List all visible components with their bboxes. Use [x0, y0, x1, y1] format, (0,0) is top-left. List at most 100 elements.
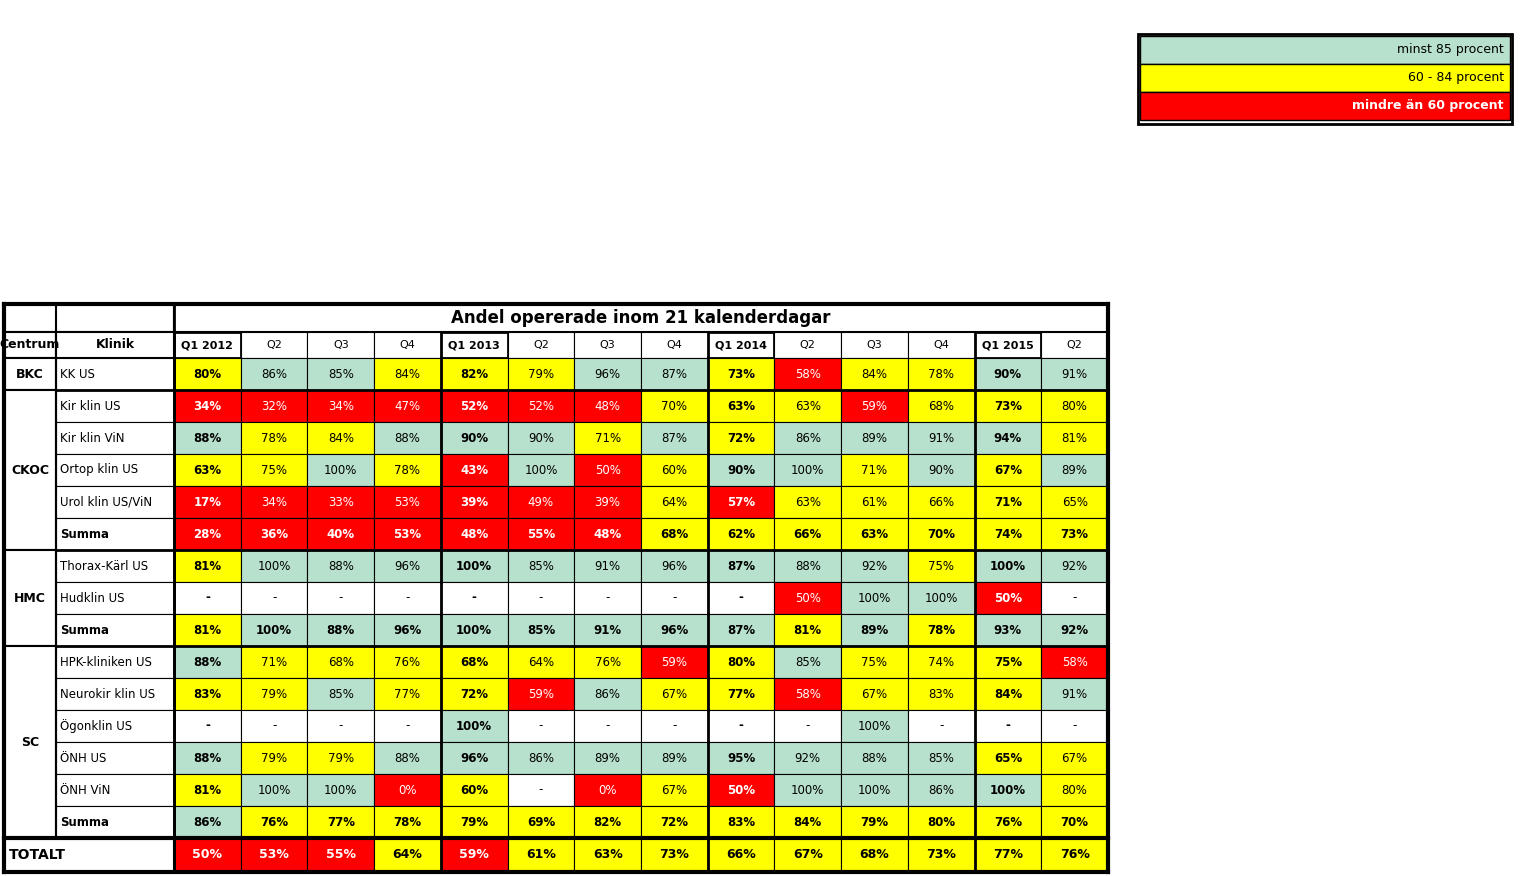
Text: -: - — [606, 591, 611, 604]
Text: Q2: Q2 — [1066, 340, 1083, 350]
Bar — [508, 390, 574, 422]
Bar — [1042, 454, 1108, 486]
Bar — [707, 332, 775, 358]
Bar — [508, 358, 574, 390]
Text: 87%: 87% — [661, 368, 687, 380]
Text: 0%: 0% — [598, 783, 617, 796]
Text: 53%: 53% — [259, 849, 288, 861]
Bar — [974, 774, 1042, 806]
Text: 57%: 57% — [727, 496, 755, 508]
Bar — [641, 614, 707, 646]
Text: 67%: 67% — [661, 783, 687, 796]
Text: KK US: KK US — [60, 368, 95, 380]
Bar — [173, 454, 241, 486]
Bar — [508, 454, 574, 486]
Text: 40%: 40% — [327, 527, 354, 540]
Text: 73%: 73% — [1060, 527, 1089, 540]
Text: 79%: 79% — [328, 752, 354, 765]
Text: -: - — [672, 719, 676, 732]
Bar — [440, 646, 508, 678]
Bar — [307, 742, 374, 774]
Text: 70%: 70% — [927, 527, 956, 540]
Text: 49%: 49% — [528, 496, 554, 508]
Text: Summa: Summa — [60, 816, 109, 829]
Bar — [57, 422, 173, 454]
Bar — [374, 774, 440, 806]
Bar — [641, 358, 707, 390]
Bar — [775, 486, 841, 518]
Bar — [57, 358, 173, 390]
Bar — [841, 742, 908, 774]
Bar — [440, 710, 508, 742]
Text: Ortop klin US: Ortop klin US — [60, 463, 138, 477]
Text: 48%: 48% — [594, 527, 621, 540]
Text: 48%: 48% — [460, 527, 488, 540]
Text: 86%: 86% — [795, 432, 821, 444]
Bar — [707, 518, 775, 550]
Bar — [440, 390, 508, 422]
Text: 83%: 83% — [193, 688, 221, 701]
Text: Kir klin US: Kir klin US — [60, 399, 121, 413]
Bar — [57, 614, 173, 646]
Text: 36%: 36% — [259, 527, 288, 540]
Text: Centrum: Centrum — [0, 338, 60, 351]
Bar — [574, 646, 641, 678]
Text: 72%: 72% — [727, 432, 755, 444]
Text: -: - — [206, 591, 210, 604]
Text: 85%: 85% — [526, 624, 555, 637]
Bar — [5, 358, 57, 390]
Bar — [173, 710, 241, 742]
Bar — [908, 710, 974, 742]
Bar — [307, 838, 374, 872]
Text: 68%: 68% — [928, 399, 954, 413]
Bar — [974, 486, 1042, 518]
Text: 59%: 59% — [459, 849, 489, 861]
Text: 67%: 67% — [1062, 752, 1088, 765]
Text: Q1 2014: Q1 2014 — [715, 340, 767, 350]
Bar — [1042, 332, 1108, 358]
Bar — [241, 550, 307, 582]
Text: 73%: 73% — [994, 399, 1022, 413]
Text: 90%: 90% — [727, 463, 755, 477]
Text: 84%: 84% — [328, 432, 354, 444]
Text: 100%: 100% — [925, 591, 957, 604]
Text: 63%: 63% — [795, 496, 821, 508]
Bar — [1140, 92, 1509, 120]
Bar — [57, 774, 173, 806]
Text: 85%: 85% — [928, 752, 954, 765]
Text: 75%: 75% — [261, 463, 287, 477]
Bar — [574, 518, 641, 550]
Text: 47%: 47% — [394, 399, 420, 413]
Bar — [57, 582, 173, 614]
Text: 52%: 52% — [460, 399, 488, 413]
Bar — [241, 774, 307, 806]
Text: 63%: 63% — [795, 399, 821, 413]
Text: 88%: 88% — [394, 432, 420, 444]
Text: 90%: 90% — [994, 368, 1022, 380]
Text: 91%: 91% — [1062, 688, 1088, 701]
Bar — [173, 678, 241, 710]
Bar — [775, 582, 841, 614]
Bar — [508, 710, 574, 742]
Bar — [374, 454, 440, 486]
Bar — [508, 646, 574, 678]
Text: 96%: 96% — [393, 624, 422, 637]
Bar — [374, 710, 440, 742]
Bar — [173, 358, 241, 390]
Text: 32%: 32% — [261, 399, 287, 413]
Bar — [974, 838, 1042, 872]
Text: 67%: 67% — [862, 688, 888, 701]
Bar — [173, 742, 241, 774]
Text: 70%: 70% — [661, 399, 687, 413]
Text: CKOC: CKOC — [11, 463, 49, 477]
Bar — [707, 486, 775, 518]
Text: 88%: 88% — [795, 560, 821, 573]
Text: 50%: 50% — [595, 463, 621, 477]
Bar — [908, 332, 974, 358]
Text: 78%: 78% — [394, 463, 420, 477]
Bar — [307, 710, 374, 742]
Text: -: - — [538, 719, 543, 732]
Bar — [641, 332, 707, 358]
Text: 100%: 100% — [456, 624, 492, 637]
Text: 84%: 84% — [793, 816, 822, 829]
